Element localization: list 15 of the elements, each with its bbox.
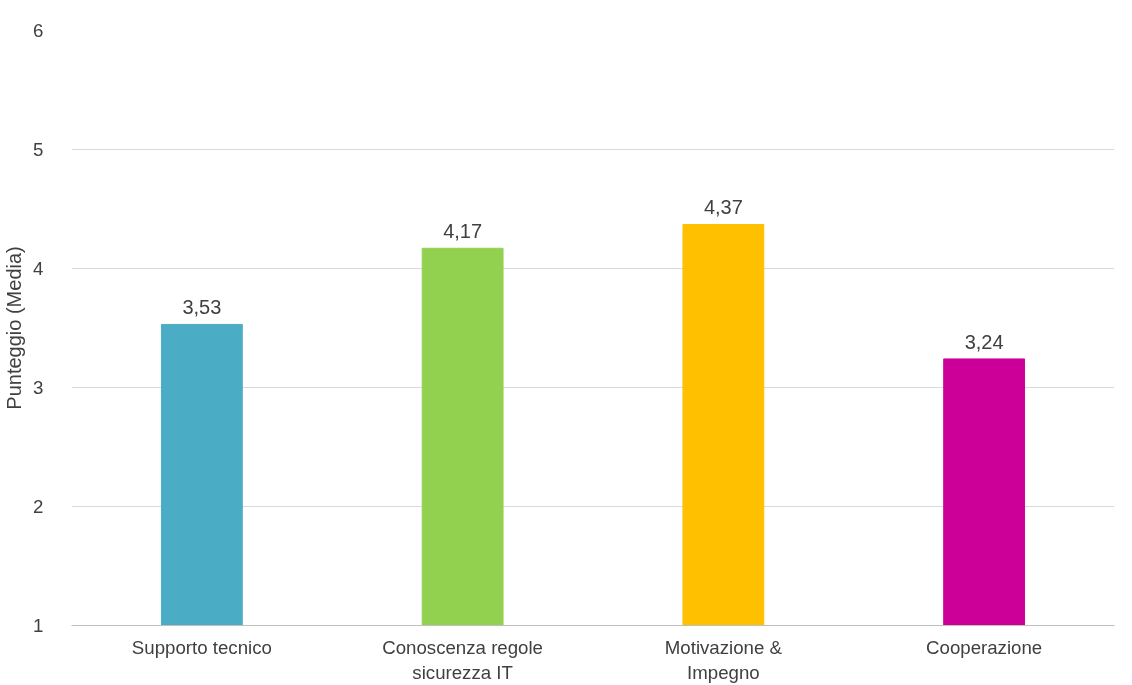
data-label: 3,53 [182,296,222,319]
y-tick-label: 1 [33,615,44,636]
y-tick-label: 4 [33,258,44,279]
data-label: 3,24 [964,330,1004,353]
data-label: 4,17 [443,220,483,243]
y-axis-title: Punteggio (Media) [3,246,26,410]
x-tick-label: Supporto tecnico [131,636,272,658]
y-tick-label: 6 [33,20,44,41]
y-tick-label: 2 [33,496,44,517]
y-tick-label: 3 [33,377,44,398]
x-tick-label: Conoscenza regole sicurezza IT [382,636,544,683]
x-tick-label: Cooperazione [926,636,1043,658]
y-tick-label: 5 [33,139,44,160]
data-label: 4,37 [703,196,743,219]
x-tick-label: Motivazione & Impegno [664,636,783,683]
